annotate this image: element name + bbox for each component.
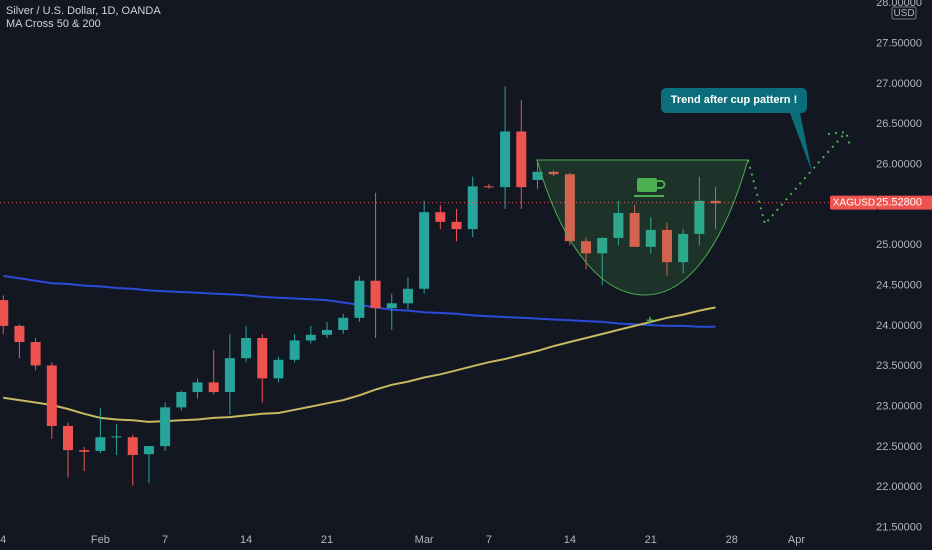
candle-body [419, 212, 430, 289]
candle-body [500, 131, 511, 188]
y-tick-label: 26.00000 [876, 158, 922, 170]
y-tick-label: 21.50000 [876, 521, 922, 533]
candle-body [532, 171, 543, 180]
symbol-label: XAGUSD [833, 197, 875, 208]
symbol-badge [830, 195, 878, 210]
candle-body [46, 365, 57, 426]
x-tick-label: 21 [645, 534, 657, 546]
y-tick-label: 23.00000 [876, 400, 922, 412]
candle-body [629, 212, 640, 247]
candle-body [678, 233, 689, 263]
candle-body [273, 359, 284, 379]
callout-box [661, 88, 812, 172]
indicator-title: MA Cross 50 & 200 [6, 18, 101, 30]
last-price-label: 25.52800 [876, 197, 922, 209]
x-tick-label: 4 [0, 534, 6, 546]
candle-body [176, 392, 187, 408]
x-tick-label: 14 [240, 534, 252, 546]
candle-body [143, 446, 154, 455]
candle-body [322, 329, 333, 335]
candle-body [564, 174, 575, 242]
candle-body [79, 450, 90, 452]
x-tick-label: 14 [564, 534, 576, 546]
y-tick-label: 22.00000 [876, 481, 922, 493]
candle-body [224, 358, 235, 393]
candle-body [435, 212, 446, 222]
candle-body [386, 303, 397, 309]
candle-body [305, 334, 316, 341]
y-tick-label: 22.50000 [876, 441, 922, 453]
candle-body [127, 437, 138, 455]
candle-body [289, 340, 300, 360]
y-tick-label: 25.00000 [876, 239, 922, 251]
candle-body [14, 325, 25, 343]
candle-body [354, 280, 365, 318]
candle-body [241, 338, 252, 359]
y-tick-label: 24.00000 [876, 320, 922, 332]
x-tick-label: Apr [788, 534, 805, 546]
currency-label: USD [893, 8, 914, 19]
candle-body [402, 288, 413, 304]
candle-body [30, 342, 41, 366]
y-tick-label: 27.00000 [876, 78, 922, 90]
plot-area [0, 86, 858, 486]
candle-body [192, 382, 203, 393]
candle-body [694, 200, 705, 234]
callout-text: Trend after cup pattern ! [671, 94, 798, 106]
x-tick-label: Mar [415, 534, 434, 546]
candle-body [451, 221, 462, 230]
x-tick-label: 7 [162, 534, 168, 546]
last-price-badge [878, 195, 932, 210]
moving-average-line [3, 306, 716, 423]
candle-body [257, 338, 268, 379]
chart-title: Silver / U.S. Dollar, 1D, OANDA [6, 5, 161, 17]
candle-body [645, 229, 656, 247]
candle-body [370, 280, 381, 309]
cross-marker: + [646, 312, 654, 327]
cup-icon [634, 178, 666, 197]
candle-body [548, 171, 559, 175]
y-tick-label: 26.50000 [876, 118, 922, 130]
y-tick-label: 27.50000 [876, 37, 922, 49]
candle-body [516, 131, 527, 188]
candle-body [62, 425, 73, 451]
candle-body [483, 186, 494, 188]
candle-body [95, 437, 106, 451]
currency-box [891, 6, 917, 20]
candle-body [613, 212, 624, 238]
candle-body [111, 436, 122, 438]
x-tick-label: Feb [91, 534, 110, 546]
candle-body [160, 407, 171, 447]
candle-body [597, 237, 608, 254]
candle-body [338, 317, 349, 330]
cup-shape [536, 159, 749, 296]
x-tick-label: 28 [726, 534, 738, 546]
candle-body [581, 241, 592, 254]
candle-body [661, 229, 672, 263]
candle-body [0, 300, 9, 326]
y-tick-label: 28.00000 [876, 0, 922, 9]
candle-body [467, 186, 478, 230]
x-tick-label: 21 [321, 534, 333, 546]
x-tick-label: 7 [486, 534, 492, 546]
candle-body [710, 200, 721, 204]
y-tick-label: 24.50000 [876, 279, 922, 291]
candle-body [208, 382, 219, 393]
y-tick-label: 23.50000 [876, 360, 922, 372]
